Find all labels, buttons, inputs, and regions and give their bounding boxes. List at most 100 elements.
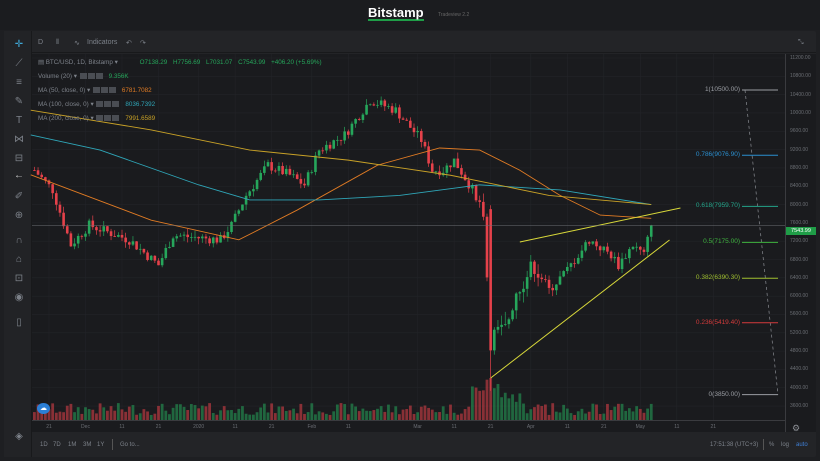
chart-plot[interactable] bbox=[32, 54, 785, 420]
remove-icon[interactable] bbox=[112, 101, 120, 108]
trendline-icon[interactable]: ⟋ bbox=[15, 58, 23, 69]
zoom-in-icon[interactable]: ⊕ bbox=[14, 210, 24, 221]
auto-toggle[interactable]: auto bbox=[796, 442, 808, 448]
volume-bar bbox=[255, 412, 259, 420]
lock-drawings-icon[interactable]: ⌂ bbox=[15, 254, 23, 265]
ma50-label[interactable]: MA (50, close, 0) bbox=[38, 87, 86, 94]
volume-bar bbox=[481, 390, 485, 420]
candle-body bbox=[584, 242, 587, 251]
hide-icon[interactable] bbox=[104, 101, 112, 108]
candle-body bbox=[566, 266, 569, 272]
volume-bar bbox=[500, 397, 503, 420]
settings-icon[interactable] bbox=[79, 73, 87, 80]
redo-icon[interactable]: ↷ bbox=[140, 40, 146, 47]
trash-icon[interactable]: ▯ bbox=[16, 317, 22, 328]
settings-icon[interactable] bbox=[92, 87, 100, 94]
settings-gear-icon[interactable]: ⚙ bbox=[792, 423, 801, 433]
candle-body bbox=[595, 241, 598, 247]
hide-icon[interactable] bbox=[104, 115, 112, 122]
volume-bar bbox=[306, 412, 310, 420]
magnet-icon[interactable]: ∩ bbox=[15, 235, 23, 246]
ohlc-high: H7756.69 bbox=[172, 59, 201, 66]
volume-bar bbox=[394, 406, 398, 420]
eye-icon[interactable]: ◉ bbox=[14, 292, 24, 303]
ma100-label[interactable]: MA (100, close, 0) bbox=[38, 101, 89, 108]
indicators-button[interactable]: Indicators bbox=[87, 39, 118, 46]
candle-body bbox=[120, 234, 124, 238]
time-axis[interactable]: 21 Dec 11 21 2020 11 21 Feb 11 Mar 11 21 Apr 11 21 May 1… bbox=[32, 420, 785, 432]
price-axis[interactable]: 11200.00 10800.00 10400.00 10000.00 9600.00 9… bbox=[785, 54, 816, 432]
back-arrow-icon[interactable]: ← bbox=[14, 170, 24, 181]
remove-icon[interactable] bbox=[108, 87, 116, 94]
settings-icon[interactable] bbox=[96, 115, 104, 122]
range-1y[interactable]: 1Y bbox=[97, 442, 105, 448]
brand-logo[interactable]: Bitstamp bbox=[368, 5, 424, 21]
hide-icon[interactable] bbox=[87, 73, 95, 80]
measure-icon[interactable]: ⊟ bbox=[14, 153, 24, 164]
range-1m[interactable]: 1M bbox=[68, 442, 77, 448]
price-tick: 9200.00 bbox=[790, 146, 809, 153]
volume-bar bbox=[98, 403, 102, 420]
pattern-icon[interactable]: ⋈ bbox=[14, 134, 24, 145]
percent-toggle[interactable]: % bbox=[769, 442, 775, 448]
volume-bar bbox=[288, 410, 292, 420]
ruler-icon[interactable]: ✐ bbox=[14, 191, 24, 202]
candle-body bbox=[314, 155, 317, 172]
range-3m[interactable]: 3M bbox=[83, 442, 92, 448]
candle-body bbox=[525, 277, 529, 289]
candle-body bbox=[208, 238, 211, 244]
log-toggle[interactable]: log bbox=[781, 442, 790, 448]
goto-button[interactable]: Go to... bbox=[120, 442, 140, 448]
candle-body bbox=[266, 162, 270, 167]
fullscreen-icon[interactable]: ⤡ bbox=[798, 39, 804, 46]
volume-bar bbox=[496, 384, 500, 420]
volume-bar bbox=[339, 403, 343, 420]
range-1d[interactable]: 1D bbox=[40, 442, 48, 448]
volume-bar bbox=[438, 412, 441, 420]
legend-ma50: MA (50, close, 0) ▾ 6781.7082 bbox=[38, 87, 152, 94]
interval-button[interactable]: D bbox=[38, 39, 44, 46]
time-tick: 11 bbox=[119, 424, 125, 430]
volume-bar bbox=[372, 410, 376, 420]
brush-icon[interactable]: ✎ bbox=[14, 96, 24, 107]
crosshair-icon[interactable]: ✛ bbox=[14, 39, 24, 50]
candle-body bbox=[135, 241, 138, 250]
cloud-icon[interactable]: ☁ bbox=[37, 403, 50, 414]
candle-type-icon[interactable]: ⫴ bbox=[56, 39, 59, 46]
candle-body bbox=[230, 221, 233, 233]
undo-icon[interactable]: ↶ bbox=[126, 40, 132, 47]
legend-volume: Volume (20) ▾ 9.356K bbox=[38, 73, 129, 80]
volume-bar bbox=[365, 410, 368, 420]
symbol-label[interactable]: BTC/USD, 1D, Bitstamp bbox=[45, 59, 113, 66]
volume-bar bbox=[551, 403, 555, 420]
settings-icon[interactable] bbox=[96, 101, 104, 108]
candle-body bbox=[551, 287, 554, 291]
ma50-value: 6781.7082 bbox=[121, 87, 152, 94]
layers-icon[interactable]: ◈ bbox=[15, 431, 23, 442]
remove-icon[interactable] bbox=[95, 73, 103, 80]
hide-icon[interactable] bbox=[100, 87, 108, 94]
candle-body bbox=[540, 277, 544, 280]
ma200-label[interactable]: MA (200, close, 0) bbox=[38, 115, 89, 122]
drawing-toolbar: ✛ ⟋ ≡ ✎ T ⋈ ⊟ ← ✐ ⊕ ∩ ⌂ ⊡ ◉ ▯ ◈ bbox=[4, 31, 32, 457]
volume-label[interactable]: Volume (20) bbox=[38, 73, 72, 80]
candle-body bbox=[478, 200, 481, 202]
fib-level-label: 0.786(9076.90) bbox=[695, 151, 740, 159]
fib-levels-icon[interactable]: ≡ bbox=[16, 77, 22, 88]
candle-body bbox=[138, 248, 142, 250]
candle-body bbox=[113, 236, 116, 237]
candle-body bbox=[642, 249, 646, 252]
indicators-icon[interactable]: ∿ bbox=[74, 40, 80, 47]
candle-body bbox=[354, 119, 357, 124]
range-7d[interactable]: 7D bbox=[53, 442, 61, 448]
candle-body bbox=[58, 204, 62, 213]
unlock-icon[interactable]: ⊡ bbox=[14, 273, 24, 284]
remove-icon[interactable] bbox=[112, 115, 120, 122]
candle-body bbox=[76, 235, 80, 244]
volume-bar bbox=[416, 412, 420, 420]
volume-bar bbox=[215, 414, 219, 420]
candle-body bbox=[522, 288, 525, 293]
text-icon[interactable]: T bbox=[15, 115, 23, 126]
volume-bar bbox=[343, 404, 347, 420]
